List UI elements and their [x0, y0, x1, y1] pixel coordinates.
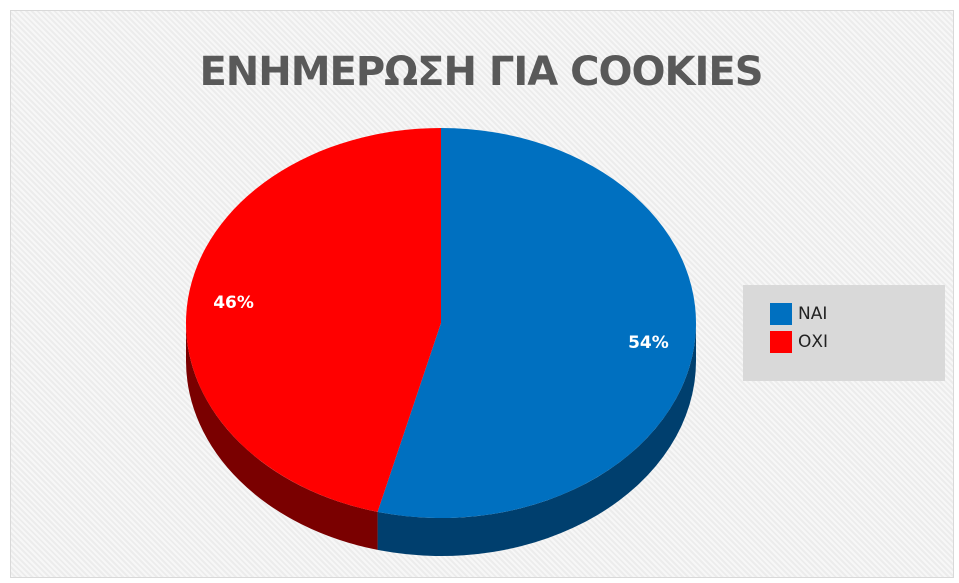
legend-label-nai: ΝΑΙ: [798, 304, 828, 324]
data-label-0: 54%: [628, 333, 669, 353]
data-label-1: 46%: [213, 293, 254, 313]
pie-slice-1: [185, 128, 441, 512]
legend-swatch-nai: [770, 303, 792, 325]
chart-title: ΕΝΗΜΕΡΩΣΗ ΓΙΑ COOKIES: [199, 49, 763, 95]
legend-swatch-oxi: [770, 331, 792, 353]
legend-label-oxi: ΟΧΙ: [798, 332, 829, 352]
chart-area: ΕΝΗΜΕΡΩΣΗ ΓΙΑ COOKIES 54% 46% ΝΑΙ ΟΧΙ: [10, 10, 954, 578]
legend-item-nai: ΝΑΙ: [770, 300, 945, 328]
legend-item-oxi: ΟΧΙ: [770, 328, 945, 356]
pie-slice-side-1: [186, 323, 378, 550]
legend: ΝΑΙ ΟΧΙ: [743, 285, 945, 381]
pie-slice-side-0: [377, 323, 696, 556]
pie-slice-0: [377, 128, 696, 518]
pie-chart: 54% 46%: [185, 128, 696, 556]
